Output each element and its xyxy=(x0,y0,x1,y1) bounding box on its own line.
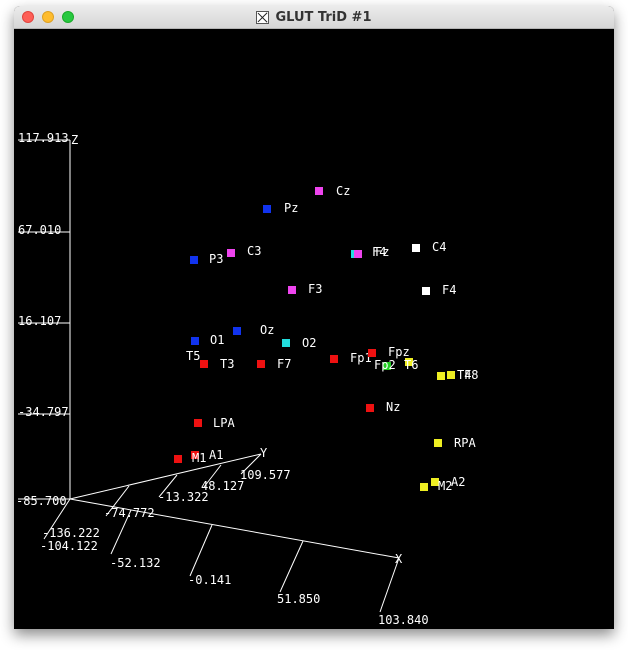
z-tick-label-4: -34.797 xyxy=(18,405,69,419)
y-tick-label-5: 109.577 xyxy=(240,468,291,482)
electrode-marker-cz xyxy=(315,187,323,195)
electrode-marker-t6 xyxy=(405,358,413,366)
x-tick-label-5: 103.840 xyxy=(378,613,429,627)
electrode-marker-o1 xyxy=(191,337,199,345)
electrode-label-nz: Nz xyxy=(386,400,400,414)
electrode-marker-fp1 xyxy=(330,355,338,363)
electrode-marker-rpa xyxy=(434,439,442,447)
x-axis-line xyxy=(69,498,400,559)
electrode-marker-fpz xyxy=(368,349,376,357)
window-title: GLUT TriD #1 xyxy=(275,9,372,25)
z-axis-label: Z xyxy=(71,133,78,147)
electrode-label-c3: C3 xyxy=(247,244,261,258)
x-tick-5 xyxy=(379,557,400,613)
electrode-label-c4: C4 xyxy=(432,240,446,254)
axes xyxy=(18,139,400,613)
electrode-label-a2: A2 xyxy=(451,475,465,489)
x-tick-label-2: -52.132 xyxy=(110,556,161,570)
electrode-label-m1: M1 xyxy=(192,451,206,465)
electrode-label-a1: A1 xyxy=(209,448,223,462)
trid-3d-plot[interactable]: Z 117.913 67.010 16.107 -34.797 -85.700 … xyxy=(14,29,614,629)
electrode-label-f7: F7 xyxy=(277,357,291,371)
y-axis-line xyxy=(69,453,262,500)
electrode-label-lpa: LPA xyxy=(213,416,235,430)
electrode-marker-f4 xyxy=(422,287,430,295)
electrode-marker-nz xyxy=(366,404,374,412)
electrode-marker-oz xyxy=(233,327,241,335)
electrode-marker-p3 xyxy=(190,256,198,264)
electrode-label-f3: F3 xyxy=(308,282,322,296)
z-tick-label-5: -85.700 xyxy=(16,494,67,508)
y-tick-1 xyxy=(43,498,71,540)
title-bar[interactable]: GLUT TriD #1 xyxy=(14,6,614,29)
x-tick-label-4: 51.850 xyxy=(277,592,320,606)
x-tick-label-3: -0.141 xyxy=(188,573,231,587)
close-button[interactable] xyxy=(22,11,34,23)
electrode-label-o1: O1 xyxy=(210,333,224,347)
electrode-marker-t4 xyxy=(447,371,455,379)
z-tick-label-1: 117.913 xyxy=(18,131,69,145)
electrode-marker-m1 xyxy=(174,455,182,463)
y-tick-2 xyxy=(105,485,130,517)
electrode-marker-t3 xyxy=(200,360,208,368)
x11-icon xyxy=(256,10,270,24)
y-tick-5 xyxy=(240,453,262,475)
y-axis-label: Y xyxy=(260,446,268,460)
y-tick-3 xyxy=(158,474,178,498)
electrode-marker-c3 xyxy=(227,249,235,257)
y-tick-label-1: -136.222 xyxy=(42,526,100,540)
electrode-label-fp1: Fp1 xyxy=(350,351,372,365)
electrode-label-f4: F4 xyxy=(442,283,456,297)
electrode-marker-a1 xyxy=(191,451,199,459)
electrode-label-p3: P3 xyxy=(209,252,223,266)
minimize-button[interactable] xyxy=(42,11,54,23)
electrode-marker-lpa xyxy=(194,419,202,427)
electrode-label-fp2: Fp2 xyxy=(374,358,396,372)
y-tick-label-2: -74.772 xyxy=(104,506,155,520)
window-title-area: GLUT TriD #1 xyxy=(14,6,614,28)
zoom-button[interactable] xyxy=(62,11,74,23)
electrode-marker-c4 xyxy=(412,244,420,252)
electrode-label-fpz: Fpz xyxy=(388,345,410,359)
x-axis-label: X xyxy=(395,552,403,566)
x-tick-2 xyxy=(110,509,132,555)
electrode-label-fz: Fz xyxy=(375,245,389,259)
electrode-marker-o2 xyxy=(282,339,290,347)
electrode-label-o2: O2 xyxy=(302,336,316,350)
z-tick-label-3: 16.107 xyxy=(18,314,61,328)
electrode-marker-f7 xyxy=(257,360,265,368)
electrode-label-t4: T4 xyxy=(457,368,471,382)
electrode-marker-fz xyxy=(354,250,362,258)
z-tick-label-2: 67.010 xyxy=(18,223,61,237)
y-tick-label-4: 48.127 xyxy=(201,479,244,493)
electrode-label-oz: Oz xyxy=(260,323,274,337)
electrode-marker-f3 xyxy=(288,286,296,294)
electrode-marker-pz xyxy=(263,205,271,213)
electrode-label-cz: Cz xyxy=(336,184,350,198)
glut-window: GLUT TriD #1 xyxy=(14,6,614,629)
electrode-label-f8: F8 xyxy=(464,368,478,382)
electrode-label-t6: T6 xyxy=(404,358,418,372)
x-tick-label-1: -104.122 xyxy=(40,539,98,553)
gl-canvas[interactable]: Z 117.913 67.010 16.107 -34.797 -85.700 … xyxy=(14,29,614,629)
electrode-label-f4: F4 xyxy=(372,245,386,259)
electrode-marker-a2 xyxy=(431,478,439,486)
x-tick-3 xyxy=(189,524,213,577)
electrode-label-m2: M2 xyxy=(438,479,452,493)
y-tick-label-3: -13.322 xyxy=(158,490,209,504)
electrode-marker-m2 xyxy=(420,483,428,491)
electrode-label-rpa: RPA xyxy=(454,436,476,450)
x-tick-4 xyxy=(279,540,304,593)
electrode-label-t3: T3 xyxy=(220,357,234,371)
electrode-label-t5: T5 xyxy=(186,349,200,363)
electrode-marker-f8 xyxy=(437,372,445,380)
electrode-marker-fp2 xyxy=(383,362,391,370)
y-tick-4 xyxy=(203,464,222,488)
electrode-label-pz: Pz xyxy=(284,201,298,215)
